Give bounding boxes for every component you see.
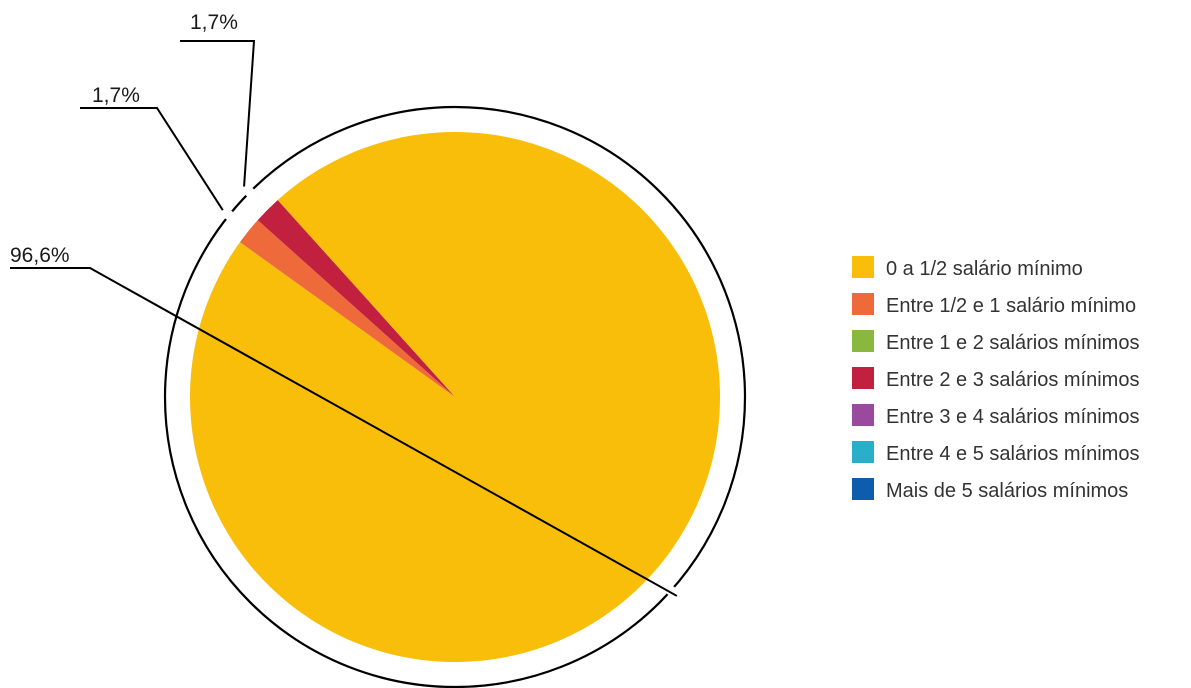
legend-swatch-entre-3-e-4-salarios-minimos <box>852 404 874 426</box>
legend-swatch-entre-4-e-5-salarios-minimos <box>852 441 874 463</box>
legend-label-entre-2-e-3-salarios-minimos: Entre 2 e 3 salários mínimos <box>886 369 1139 391</box>
legend-label-entre-3-e-4-salarios-minimos: Entre 3 e 4 salários mínimos <box>886 406 1139 428</box>
leader-line-entre-2-e-3-salarios-minimos <box>180 40 256 187</box>
ring-gap <box>224 210 235 221</box>
data-label-entre-1-2-e-1-salario-minimo: 1,7% <box>92 84 140 107</box>
legend-label-0-a-1-2-salario-minimo: 0 a 1/2 salário mínimo <box>886 258 1083 280</box>
legend-label-entre-1-e-2-salarios-minimos: Entre 1 e 2 salários mínimos <box>886 332 1139 354</box>
data-label-entre-2-e-3-salarios-minimos: 1,7% <box>190 11 238 34</box>
legend-swatch-0-a-1-2-salario-minimo <box>852 256 874 278</box>
legend-label-mais-de-5-salarios-minimos: Mais de 5 salários mínimos <box>886 480 1128 502</box>
data-label-0-a-1-2-salario-minimo: 96,6% <box>10 244 70 267</box>
pie-slice-entre-2-e-3-salarios-minimos <box>257 200 455 397</box>
legend-label-entre-1-2-e-1-salario-minimo: Entre 1/2 e 1 salário mínimo <box>886 295 1136 317</box>
legend-swatch-entre-2-e-3-salarios-minimos <box>852 367 874 389</box>
legend-label-entre-4-e-5-salarios-minimos: Entre 4 e 5 salários mínimos <box>886 443 1139 465</box>
leader-line-0-a-1-2-salario-minimo <box>10 267 678 597</box>
leader-line-entre-1-2-e-1-salario-minimo <box>80 107 224 211</box>
pie-slice-0-a-1-2-salario-minimo <box>189 132 720 662</box>
legend-swatch-entre-1-2-e-1-salario-minimo <box>852 293 874 315</box>
ring-gap <box>244 187 255 198</box>
legend-swatch-entre-1-e-2-salarios-minimos <box>852 330 874 352</box>
pie-outer-ring <box>163 105 747 688</box>
legend-swatch-mais-de-5-salarios-minimos <box>852 478 874 500</box>
pie-slice-entre-1-2-e-1-salario-minimo <box>239 220 455 397</box>
